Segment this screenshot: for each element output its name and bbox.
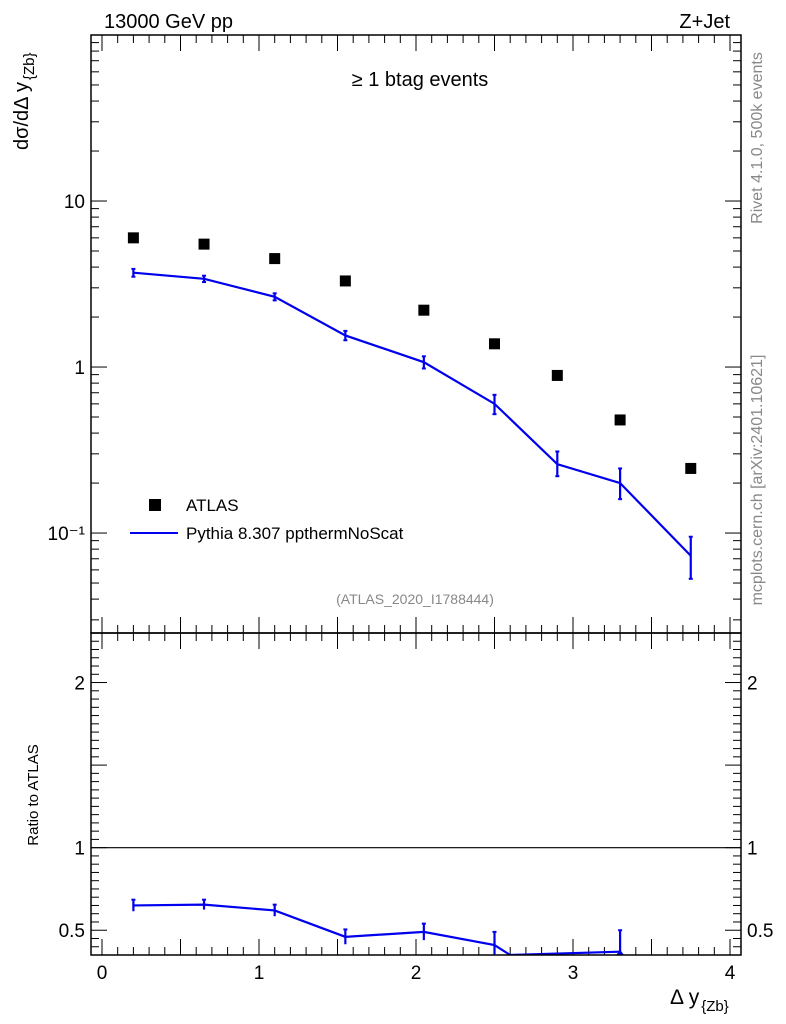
legend-pythia-label: Pythia 8.307 ppthermNoScat [186, 524, 404, 543]
selection-label: ≥ 1 btag events [352, 69, 489, 91]
ratio-y-tick-label-right: 2 [747, 674, 758, 695]
ratio-y-tick-label-left: 1 [74, 839, 85, 860]
main-y-axis-title: dσ/dΔ y{Zb} [11, 53, 38, 151]
main-y-tick-label: 1 [74, 358, 85, 379]
atlas-data-point [339, 275, 351, 287]
x-axis-title-sub: {Zb} [701, 998, 729, 1015]
analysis-id-label: (ATLAS_2020_I1788444) [336, 591, 494, 607]
main-y-axis-title-sub: {Zb} [21, 53, 38, 81]
legend: ATLAS Pythia 8.307 ppthermNoScat [130, 496, 404, 543]
ratio-edge-segment [616, 949, 625, 955]
mcplots-label: mcplots.cern.ch [arXiv:2401.10621] [749, 355, 766, 606]
atlas-data-point [418, 304, 430, 316]
atlas-data-point [127, 232, 139, 244]
atlas-data-point [685, 462, 697, 474]
ratio-panel-axes: 0.5 0.5 1 1 2 2 0 1 2 3 4 [59, 633, 773, 984]
atlas-data-point [489, 338, 501, 350]
ratio-series-line [133, 903, 621, 955]
ratio-y-tick-label-right: 1 [747, 839, 758, 860]
x-tick-label: 3 [568, 963, 579, 984]
ratio-panel-frame [90, 632, 742, 956]
x-axis-title: Δ y {Zb} [670, 986, 729, 1015]
ratio-y-tick-label-left: 2 [74, 674, 85, 695]
main-panel-axes: 10⁻¹ 1 10 [48, 35, 741, 633]
process-label: Z+Jet [679, 11, 730, 33]
main-panel-frame [90, 34, 742, 634]
atlas-data-point [198, 238, 210, 250]
atlas-data-point [269, 253, 281, 265]
ratio-y-axis-title: Ratio to ATLAS [25, 744, 42, 845]
x-tick-label: 0 [97, 963, 108, 984]
main-y-tick-label: 10⁻¹ [48, 524, 86, 545]
main-y-axis-title-main: dσ/dΔ y [11, 82, 33, 150]
atlas-data-point [551, 369, 563, 381]
legend-atlas-marker [149, 499, 161, 511]
energy-label: 13000 GeV pp [104, 11, 233, 33]
rivet-version-label: Rivet 4.1.0, 500k events [749, 52, 766, 224]
legend-atlas-label: ATLAS [186, 496, 239, 515]
ratio-y-tick-label-right: 0.5 [747, 921, 773, 942]
main-panel-marks [127, 232, 697, 580]
main-y-tick-label: 10 [64, 192, 85, 213]
x-tick-label: 4 [725, 963, 736, 984]
x-tick-label: 2 [411, 963, 422, 984]
ratio-panel-marks [131, 898, 625, 955]
atlas-data-point [614, 414, 626, 426]
x-axis-title-main: Δ y [670, 986, 700, 1009]
x-tick-label: 1 [254, 963, 265, 984]
ratio-y-tick-label-left: 0.5 [59, 921, 85, 942]
